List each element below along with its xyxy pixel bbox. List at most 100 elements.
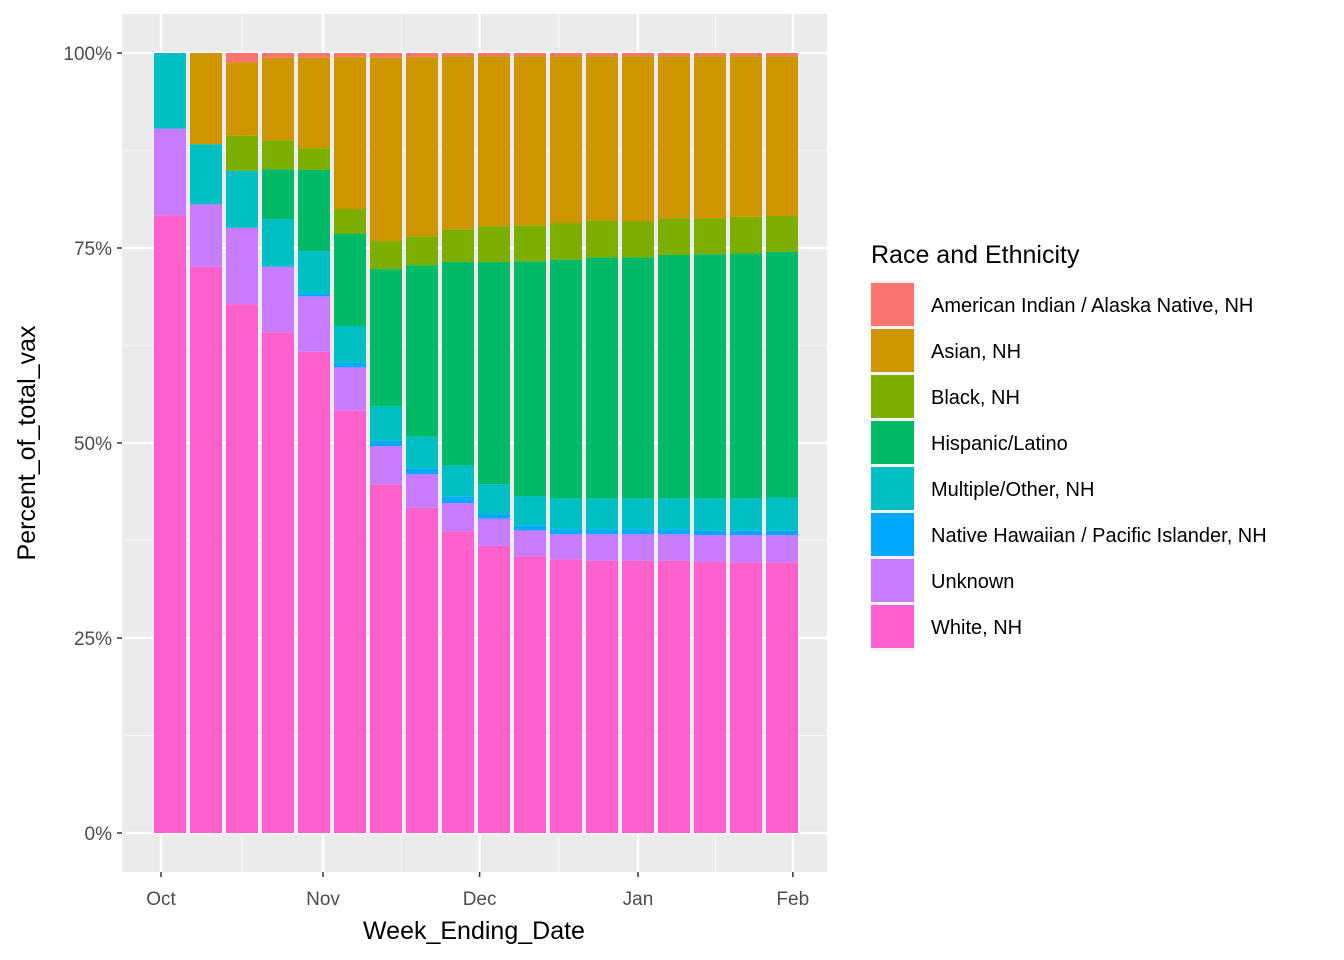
bar-segment (586, 498, 618, 530)
bar-segment (658, 498, 690, 530)
bar-segment (370, 440, 402, 447)
bar-segment (334, 362, 366, 368)
legend-item: Hispanic/Latino (871, 421, 1068, 464)
bar-segment (226, 304, 258, 833)
bar-segment (586, 257, 618, 499)
bar-segment (226, 53, 258, 63)
bar-stack (658, 53, 690, 833)
bar-segment (334, 326, 366, 363)
bar-segment (766, 56, 798, 217)
bar-stack (478, 53, 510, 833)
bar-segment (766, 251, 798, 498)
bar-segment (442, 496, 474, 504)
legend-swatch (871, 283, 914, 326)
bar-segment (514, 225, 546, 262)
bar-segment (766, 562, 798, 833)
bar-segment (298, 148, 330, 170)
bar-stack (406, 53, 438, 833)
bar-segment (730, 53, 762, 57)
x-tick-label: Nov (306, 889, 340, 910)
bar-stack (370, 53, 402, 833)
bar-segment (658, 56, 690, 219)
bar-segment (442, 53, 474, 57)
bar-segment (514, 530, 546, 557)
bar-segment (586, 529, 618, 535)
bar-segment (694, 53, 726, 57)
bar-segment (478, 262, 510, 485)
bar-segment (262, 140, 294, 170)
bar-segment (442, 56, 474, 230)
bar-segment (622, 56, 654, 222)
y-axis-title: Percent_of_total_vax (13, 325, 41, 560)
bar-segment (262, 219, 294, 267)
bar-segment (478, 56, 510, 227)
bar-stack (442, 53, 474, 833)
bar-stack (622, 53, 654, 833)
bar-segment (766, 497, 798, 531)
bar-segment (406, 53, 438, 57)
bar-segment (622, 53, 654, 57)
bar-segment (622, 221, 654, 258)
bar-segment (766, 53, 798, 57)
bar-segment (334, 233, 366, 326)
bar-segment (730, 562, 762, 833)
bar-segment (406, 56, 438, 237)
bar-segment (730, 498, 762, 531)
legend-swatch (871, 329, 914, 372)
bar-segment (658, 529, 690, 535)
bar-segment (766, 216, 798, 252)
bar-stack (298, 53, 330, 833)
legend-label: Asian, NH (931, 341, 1021, 363)
bar-segment (622, 257, 654, 499)
bar-segment (298, 53, 330, 58)
bar-segment (298, 251, 330, 294)
bar-segment (730, 216, 762, 254)
bar-segment (370, 57, 402, 241)
bar-segment (586, 220, 618, 258)
bar-segment (550, 498, 582, 530)
bar-segment (514, 556, 546, 833)
legend-swatch (871, 467, 914, 510)
bar-segment (262, 53, 294, 58)
bar-segment (262, 57, 294, 141)
bar-segment (370, 240, 402, 270)
bar-segment (226, 135, 258, 171)
bar-segment (478, 484, 510, 514)
bar-segment (622, 498, 654, 530)
bar-segment (154, 215, 186, 834)
bar-segment (514, 56, 546, 226)
legend-item: Asian, NH (871, 329, 1021, 372)
bar-segment (190, 266, 222, 834)
legend-swatch (871, 421, 914, 464)
legend-swatch (871, 375, 914, 418)
legend-label: American Indian / Alaska Native, NH (931, 295, 1253, 317)
y-tick-label: 100% (63, 44, 112, 65)
legend-label: Unknown (931, 571, 1014, 593)
bar-segment (694, 254, 726, 499)
bar-segment (514, 496, 546, 526)
bar-segment (586, 534, 618, 561)
bar-segment (226, 62, 258, 136)
bar-segment (694, 56, 726, 219)
y-tick-label: 75% (74, 239, 112, 260)
bar-segment (190, 53, 222, 145)
y-tick-label: 25% (74, 629, 112, 650)
bar-segment (478, 545, 510, 833)
bar-segment (514, 53, 546, 57)
x-tick-label: Feb (776, 889, 809, 910)
bar-segment (298, 170, 330, 252)
legend-item: Unknown (871, 559, 1014, 602)
bar-segment (262, 169, 294, 220)
bar-stack (514, 53, 546, 833)
bar-segment (334, 56, 366, 210)
bar-segment (478, 53, 510, 57)
bar-segment (262, 332, 294, 833)
legend-label: Native Hawaiian / Pacific Islander, NH (931, 525, 1267, 547)
bar-segment (262, 266, 294, 333)
bar-stack (694, 53, 726, 833)
legend-item: Black, NH (871, 375, 1020, 418)
bar-stack (730, 53, 762, 833)
bar-segment (406, 265, 438, 437)
bar-segment (550, 529, 582, 535)
legend-label: Black, NH (931, 387, 1020, 409)
